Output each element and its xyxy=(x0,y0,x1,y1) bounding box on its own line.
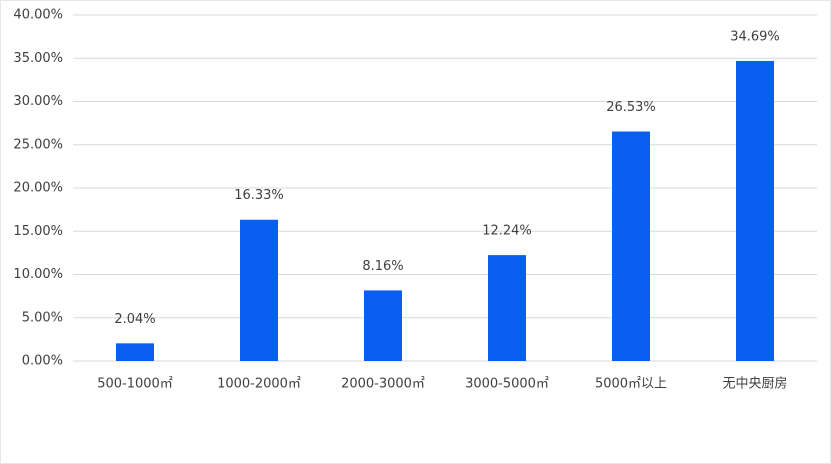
data-label: 12.24% xyxy=(482,224,532,239)
data-label: 26.53% xyxy=(606,100,656,115)
bar xyxy=(736,60,774,362)
bar xyxy=(240,219,278,361)
bar xyxy=(488,255,526,361)
y-tick-label: 20.00% xyxy=(13,181,63,196)
y-tick-label: 35.00% xyxy=(13,51,63,66)
x-tick-label: 500-1000㎡ xyxy=(97,377,173,392)
x-tick-label: 5000㎡以上 xyxy=(595,377,667,392)
y-tick-label: 0.00% xyxy=(22,354,63,369)
x-tick-label: 3000-5000㎡ xyxy=(465,377,549,392)
y-tick-label: 30.00% xyxy=(13,94,63,109)
y-tick-label: 15.00% xyxy=(13,224,63,239)
x-tick-label: 无中央厨房 xyxy=(722,376,787,392)
data-label: 34.69% xyxy=(730,29,780,44)
data-label: 16.33% xyxy=(234,188,284,203)
y-tick-label: 10.00% xyxy=(13,267,63,282)
y-tick-label: 40.00% xyxy=(13,8,63,23)
data-label: 2.04% xyxy=(114,312,155,327)
x-tick-label: 2000-3000㎡ xyxy=(341,377,425,392)
bar xyxy=(364,290,402,361)
x-tick-label: 1000-2000㎡ xyxy=(217,377,301,392)
y-tick-label: 25.00% xyxy=(13,137,63,152)
bar xyxy=(612,131,650,361)
data-label: 8.16% xyxy=(362,259,403,274)
bar xyxy=(116,343,154,361)
y-tick-label: 5.00% xyxy=(22,310,63,325)
